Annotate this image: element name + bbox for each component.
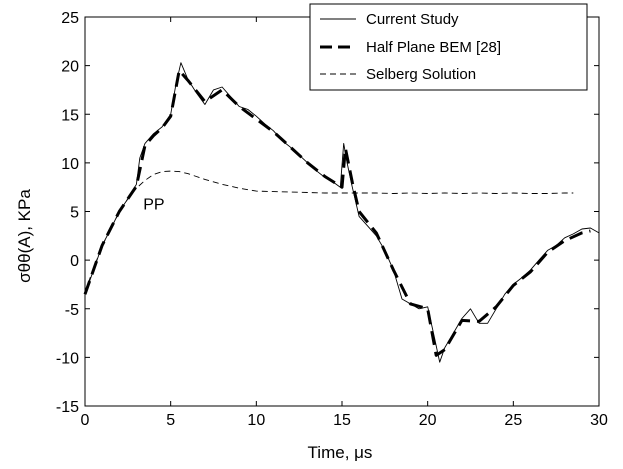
series-current-study (84, 62, 600, 363)
y-tick-label: -10 (56, 350, 79, 367)
x-axis-label: Time, μs (308, 443, 373, 462)
legend-box (309, 3, 588, 91)
y-tick-label: 10 (61, 156, 79, 173)
y-tick-label: 0 (70, 253, 79, 270)
x-tick-label: 10 (247, 412, 265, 429)
tick-labels: 0 5 10 15 20 25 30 -15 -10 -5 0 5 10 15 20 25 (56, 10, 608, 429)
y-tick-label: 15 (61, 107, 79, 124)
legend-label-selberg-solution: Selberg Solution (366, 66, 476, 83)
y-tick-label: -15 (56, 399, 79, 416)
annotation-pp: PP (143, 197, 164, 214)
x-tick-label: 0 (81, 412, 90, 429)
x-tick-label: 20 (419, 412, 437, 429)
y-tick-label: -5 (65, 302, 79, 319)
x-tick-label: 25 (504, 412, 522, 429)
x-tick-label: 30 (590, 412, 608, 429)
x-tick-label: 15 (333, 412, 351, 429)
y-tick-label: 25 (61, 10, 79, 27)
legend-label-half-plane-bem: Half Plane BEM [28] (366, 39, 501, 56)
series-half-plane-bem-28 (83, 69, 591, 357)
y-axis-label: σθθ(A), KPa (15, 189, 34, 283)
y-tick-label: 20 (61, 59, 79, 76)
legend: Current Study Half Plane BEM [28] Selber… (309, 3, 588, 91)
y-tick-label: 5 (70, 205, 79, 222)
series-layer (83, 62, 600, 363)
legend-label-current-study: Current Study (366, 11, 459, 28)
x-tick-label: 5 (166, 412, 175, 429)
series-selberg-solution (84, 170, 574, 293)
